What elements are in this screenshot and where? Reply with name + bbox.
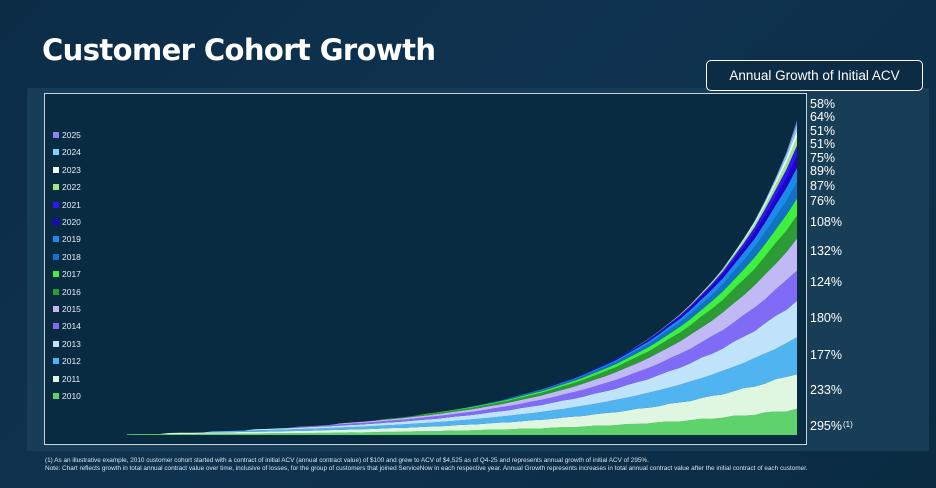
growth-label-2024: 58% (810, 97, 836, 111)
legend-swatch (53, 375, 59, 382)
legend-swatch (53, 236, 59, 243)
legend-label: 2014 (62, 321, 81, 332)
legend-label: 2011 (62, 373, 81, 384)
legend-swatch (53, 393, 59, 399)
growth-label-2010: 295%(1) (810, 419, 853, 433)
legend-swatch (53, 306, 59, 312)
legend-label: 2024 (62, 147, 81, 158)
footnote-line-1: (1) As an illustrative example, 2010 cus… (45, 457, 649, 464)
area-series-2011 (127, 374, 797, 435)
legend-item-2017: 2017 (53, 268, 81, 280)
legend-label: 2018 (62, 251, 81, 262)
legend-item-2020: 2020 (53, 216, 81, 228)
growth-label-2017: 76% (810, 194, 836, 208)
legend-item-2011: 2011 (53, 373, 80, 385)
footnote: (1) As an illustrative example, 2010 cus… (45, 457, 865, 473)
legend-swatch (53, 288, 59, 295)
legend-label: 2025 (62, 130, 81, 140)
legend-item-2024: 2024 (53, 146, 81, 158)
chart-panel (44, 93, 807, 445)
legend-swatch (53, 323, 59, 330)
area-series-2010 (127, 408, 797, 435)
growth-label-2013: 180% (810, 311, 842, 325)
legend-label: 2020 (62, 217, 81, 227)
legend-label: 2023 (62, 164, 81, 175)
legend-swatch (53, 132, 59, 138)
growth-label-2023: 64% (810, 110, 836, 124)
legend-label: 2022 (62, 182, 81, 193)
growth-label-2011: 233% (810, 383, 842, 397)
legend-label: 2010 (62, 391, 81, 401)
page-title: Customer Cohort Growth (42, 33, 436, 67)
growth-label-2018: 87% (810, 179, 836, 193)
legend-item-2015: 2015 (53, 303, 81, 315)
legend-item-2010: 2010 (53, 390, 81, 402)
area-series-2012 (127, 337, 797, 435)
legend-label: 2021 (62, 199, 81, 210)
growth-label-2021: 51% (810, 137, 836, 151)
legend-swatch (53, 201, 59, 208)
legend-item-2012: 2012 (53, 355, 81, 367)
legend-label: 2019 (62, 234, 81, 245)
growth-label-2016: 108% (810, 215, 842, 229)
legend-item-2016: 2016 (53, 286, 81, 298)
annual-growth-label-box: Annual Growth of Initial ACV (706, 60, 923, 91)
growth-label-2019: 89% (810, 164, 836, 178)
legend-item-2018: 2018 (53, 251, 81, 263)
legend-item-2025: 2025 (53, 129, 81, 141)
legend-swatch (53, 166, 59, 173)
legend-label: 2015 (62, 304, 81, 314)
legend-label: 2016 (62, 286, 81, 297)
growth-label-2012: 177% (810, 348, 842, 362)
legend-swatch (53, 149, 59, 156)
legend-item-2013: 2013 (53, 338, 81, 350)
legend-swatch (53, 271, 59, 278)
legend-swatch (53, 340, 59, 347)
legend-item-2021: 2021 (53, 199, 81, 211)
growth-label-2020: 75% (810, 151, 836, 165)
footnote-line-2: Note: Chart reflects growth in total ann… (45, 465, 808, 473)
legend-item-2023: 2023 (53, 164, 81, 176)
growth-label-2014: 124% (810, 275, 842, 289)
legend-label: 2012 (62, 356, 81, 367)
legend-swatch (53, 184, 59, 191)
growth-label-2015: 132% (810, 244, 842, 258)
legend-item-2022: 2022 (53, 181, 81, 193)
legend-label: 2017 (62, 269, 81, 280)
legend-swatch (53, 253, 59, 260)
legend-swatch (53, 219, 59, 225)
growth-label-2022: 51% (810, 124, 836, 138)
footnote-marker: (1) (842, 420, 853, 429)
legend-item-2019: 2019 (53, 233, 81, 245)
legend-swatch (53, 358, 59, 365)
legend-item-2014: 2014 (53, 320, 81, 332)
legend-label: 2013 (62, 338, 81, 349)
cohort-area-chart (127, 120, 797, 435)
